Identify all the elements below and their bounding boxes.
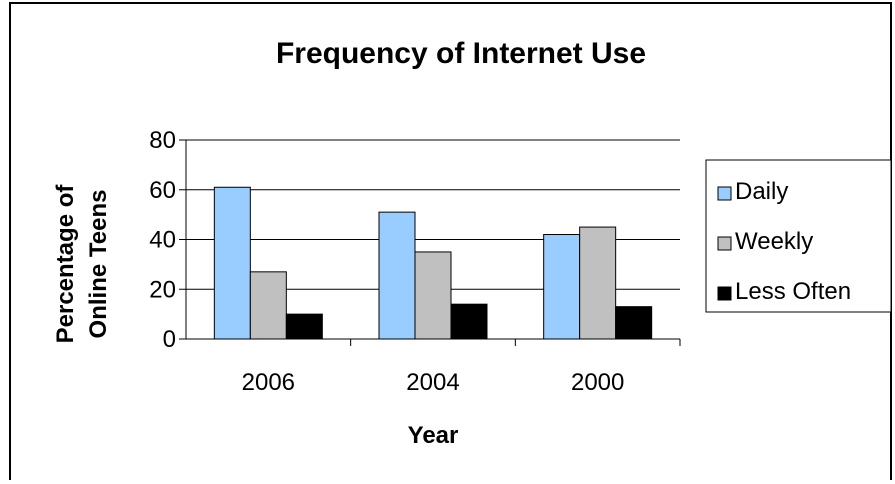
y-tick-label: 80 [149, 127, 176, 154]
y-axis-title-line-1: Percentage of [52, 184, 79, 344]
bar-weekly-2006 [249, 271, 287, 340]
x-tick-label: 2006 [242, 369, 295, 396]
bar-less-often-2000 [615, 306, 653, 340]
chart-title: Frequency of Internet Use [276, 37, 646, 70]
legend-swatch [717, 186, 732, 201]
bar-daily-2000 [543, 234, 581, 340]
bar-daily-2006 [213, 186, 251, 340]
bar-weekly-2000 [579, 226, 617, 340]
plot-area [179, 139, 681, 346]
y-tick-label: 40 [149, 227, 176, 254]
legend-swatch [717, 286, 732, 301]
y-tick-label: 60 [149, 177, 176, 204]
y-axis-title-line-2: Online Teens [85, 190, 112, 339]
legend: Daily Weekly Less Often [705, 159, 892, 313]
legend-label: Less Often [735, 278, 851, 305]
legend-label: Weekly [735, 228, 813, 255]
y-tick-label: 20 [149, 276, 176, 303]
bar-daily-2004 [378, 211, 416, 340]
legend-label: Daily [735, 178, 788, 205]
legend-box [705, 159, 892, 313]
bar-less-often-2004 [450, 303, 488, 340]
x-tick-label: 2004 [406, 369, 459, 396]
x-axis-title: Year [408, 422, 459, 449]
bar-less-often-2006 [285, 313, 323, 340]
legend-swatch [717, 236, 732, 251]
x-tick-labels: 2006 2004 2000 [242, 369, 625, 396]
x-tick-label: 2000 [571, 369, 624, 396]
y-tick-label: 0 [163, 326, 176, 353]
y-tick-labels: 0 20 40 60 80 [149, 127, 176, 353]
bar-weekly-2004 [414, 251, 452, 340]
